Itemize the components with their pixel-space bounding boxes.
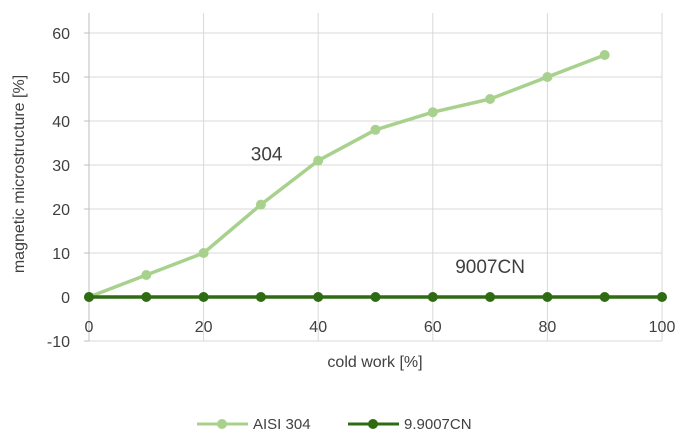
- data-point: [427, 292, 438, 302]
- data-point: [485, 94, 496, 104]
- x-tick-label: 0: [85, 319, 94, 336]
- data-point: [255, 292, 266, 302]
- axes: [84, 13, 662, 342]
- legend-marker-aisi-304: [217, 419, 227, 429]
- y-tick-label: 60: [52, 26, 70, 43]
- y-tick-label: 50: [52, 70, 70, 87]
- y-tick-label: 30: [52, 158, 70, 175]
- x-tick-label: 80: [539, 319, 557, 336]
- legend-label-9-9007cn: 9.9007CN: [404, 416, 472, 432]
- x-axis-title: cold work [%]: [327, 354, 422, 371]
- x-tick-label: 60: [424, 319, 442, 336]
- data-point: [141, 292, 152, 302]
- y-axis-title: magnetic microstructure [%]: [11, 75, 28, 273]
- y-tick-label: 40: [52, 114, 70, 131]
- series-layer: [84, 50, 667, 302]
- data-point: [542, 72, 553, 82]
- data-point: [427, 107, 438, 118]
- series-9-9007cn: [84, 292, 667, 302]
- y-tick-label: -10: [47, 334, 70, 351]
- data-point: [599, 292, 610, 302]
- series-line-aisi-304: [87, 53, 607, 299]
- data-point: [313, 292, 324, 302]
- data-point: [657, 292, 667, 302]
- tick-labels: -10 0 10 20 30 40 50 60 0 20 40 60 80 100: [47, 26, 676, 351]
- data-point: [198, 248, 209, 258]
- legend-marker-9-9007cn: [368, 419, 378, 429]
- data-point: [370, 124, 381, 135]
- data-point: [599, 50, 610, 60]
- data-point: [313, 155, 324, 166]
- annotation-304: 304: [251, 145, 283, 166]
- legend-item-9-9007cn: 9.9007CN: [348, 416, 472, 432]
- data-point: [542, 292, 553, 302]
- y-tick-label: 10: [52, 246, 70, 263]
- legend-item-aisi-304: AISI 304: [197, 416, 311, 432]
- data-point: [255, 199, 266, 210]
- data-point: [84, 292, 94, 302]
- grid-lines: [89, 13, 663, 342]
- data-point: [198, 292, 209, 302]
- y-tick-label: 0: [61, 290, 70, 307]
- legend-label-aisi-304: AISI 304: [253, 416, 311, 432]
- x-tick-label: 20: [195, 319, 213, 336]
- y-tick-label: 20: [52, 202, 70, 219]
- data-point: [485, 292, 496, 302]
- annotation-9007cn: 9007CN: [455, 257, 525, 278]
- series-aisi-304: [84, 50, 610, 302]
- legend: AISI 304 9.9007CN: [197, 416, 472, 432]
- data-point: [141, 270, 152, 280]
- data-point: [370, 292, 381, 302]
- x-tick-label: 40: [309, 319, 327, 336]
- x-tick-label: 100: [649, 319, 676, 336]
